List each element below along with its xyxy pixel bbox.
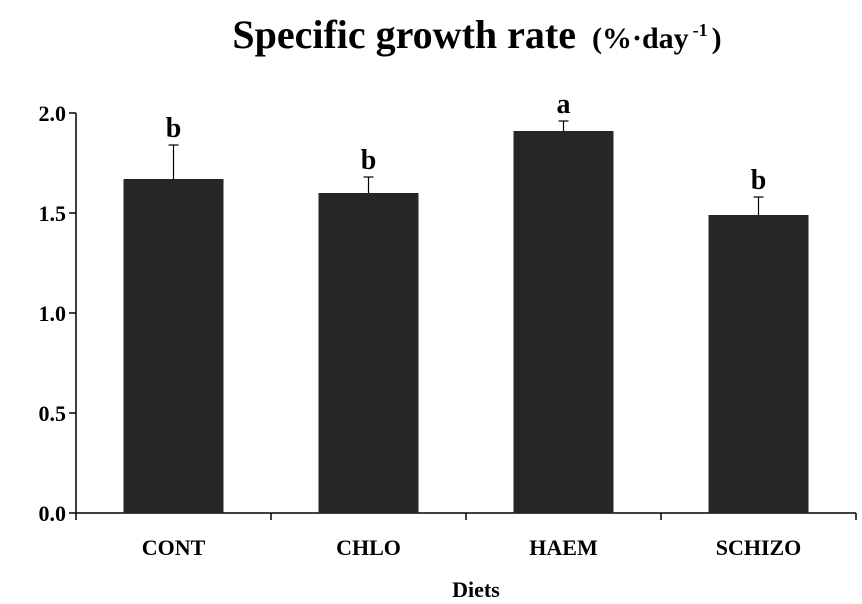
bar-cont bbox=[123, 179, 224, 513]
chart-title-unit: (%·day bbox=[592, 22, 689, 55]
y-axis: 0.0 0.5 1.0 1.5 2.0 bbox=[39, 101, 77, 526]
bar-schizo bbox=[708, 215, 809, 513]
bar-chlo bbox=[318, 193, 419, 513]
x-axis bbox=[75, 512, 857, 520]
x-axis-label: Diets bbox=[452, 577, 500, 602]
bar-haem bbox=[513, 131, 614, 513]
y-tick-label: 1.5 bbox=[39, 201, 67, 226]
y-tick-label: 0.5 bbox=[39, 401, 67, 426]
chart-title: Specific growth rate (%·day -1 ) bbox=[232, 12, 721, 57]
category-label-schizo: SCHIZO bbox=[716, 535, 802, 560]
category-label-chlo: CHLO bbox=[336, 535, 401, 560]
y-tick-label: 2.0 bbox=[39, 101, 67, 126]
chart-title-text: Specific growth rate bbox=[232, 12, 576, 57]
significance-label-cont: b bbox=[166, 113, 182, 144]
chart-title-unit-close: ) bbox=[712, 22, 722, 55]
error-bars bbox=[168, 120, 764, 215]
significance-label-haem: a bbox=[557, 89, 571, 120]
significance-label-schizo: b bbox=[751, 165, 767, 196]
significance-labels: b b a b bbox=[166, 89, 767, 196]
bars bbox=[123, 131, 809, 513]
category-label-cont: CONT bbox=[142, 535, 206, 560]
category-label-haem: HAEM bbox=[529, 535, 598, 560]
y-tick-label: 0.0 bbox=[39, 501, 67, 526]
y-tick-label: 1.0 bbox=[39, 301, 67, 326]
chart-title-unit-sup: -1 bbox=[693, 20, 708, 40]
category-labels: CONT CHLO HAEM SCHIZO bbox=[142, 535, 802, 560]
significance-label-chlo: b bbox=[361, 145, 377, 176]
